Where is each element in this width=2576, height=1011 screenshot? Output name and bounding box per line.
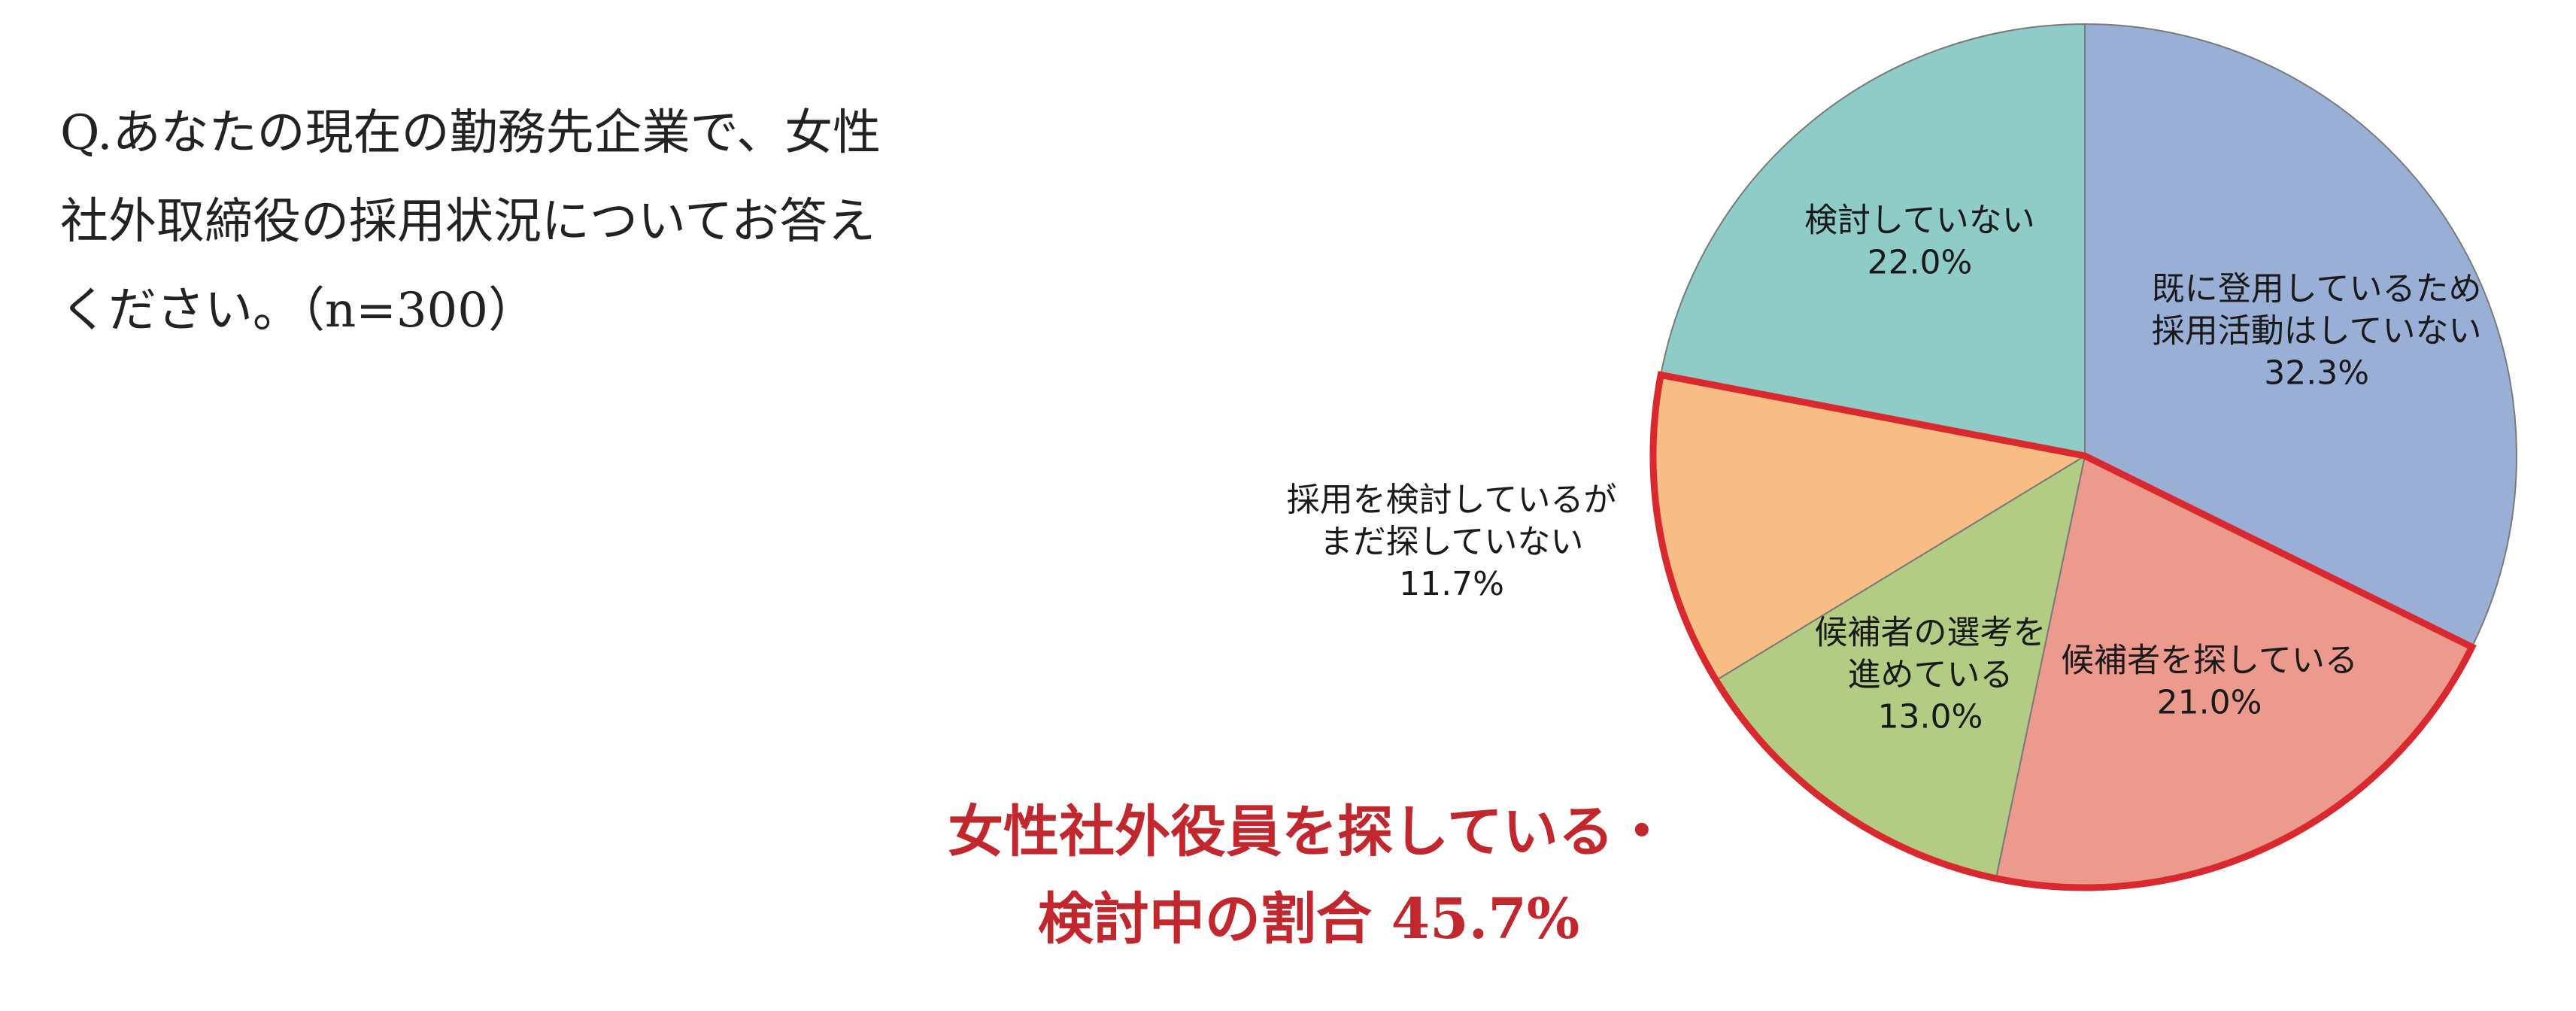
highlight-outline (1649, 371, 2477, 891)
slice-name-label: 採用を検討しているが (1287, 481, 1617, 519)
question-line: Q.あなたの現在の勤務先企業で、女性 (60, 105, 881, 161)
pie-slice-4 (1659, 23, 2086, 457)
slice-label-4: 検討していない 22.0% (1804, 202, 2035, 282)
highlight-callout: 女性社外役員を探している・ 検討中の割合 45.7% (805, 788, 1813, 963)
pie-slice-0 (2084, 23, 2517, 648)
slice-name-label: 採用活動はしていない (2152, 311, 2482, 350)
slice-value-label: 13.0% (1878, 698, 1983, 736)
slice-name-label: 候補者の選考を (1814, 614, 2046, 652)
slice-name-label: 進めている (1847, 656, 2013, 694)
slice-name-label: 既に登用しているため (2152, 269, 2482, 308)
highlight-line: 女性社外役員を探している・ (948, 800, 1670, 864)
slice-label-3: 採用を検討しているがまだ探していない 11.7% (1287, 481, 1617, 603)
question-line: ください。（n=300） (60, 283, 536, 339)
slice-label-0: 既に登用しているため採用活動はしていない 32.3% (2152, 269, 2482, 392)
slice-name-label: 検討していない (1804, 202, 2035, 240)
slice-label-2: 候補者の選考を進めている 13.0% (1814, 614, 2046, 736)
slice-value-label: 22.0% (1868, 244, 1973, 282)
pie-labels: 既に登用しているため採用活動はしていない 32.3%候補者を探している 21.0%候… (1287, 202, 2482, 736)
question-text: Q.あなたの現在の勤務先企業で、女性 社外取締役の採用状況についてお答え ください。… (60, 89, 1038, 355)
question-line: 社外取締役の採用状況についてお答え (60, 194, 876, 250)
slice-value-label: 32.3% (2264, 354, 2369, 392)
slice-label-1: 候補者を探している 21.0% (2061, 641, 2358, 721)
slice-name-label: まだ探していない (1320, 523, 1584, 561)
highlight-line: 検討中の割合 45.7% (1037, 887, 1580, 952)
slice-name-label: 候補者を探している (2061, 641, 2358, 679)
pie-slices (1652, 23, 2517, 889)
slice-value-label: 21.0% (2157, 683, 2262, 721)
slice-value-label: 11.7% (1399, 565, 1504, 603)
